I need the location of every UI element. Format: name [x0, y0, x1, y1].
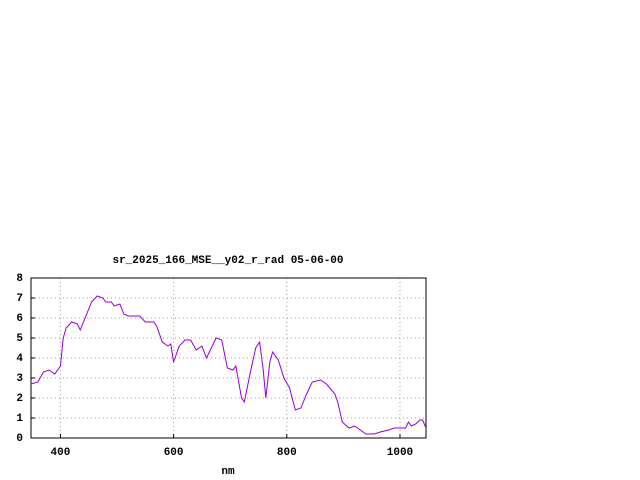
- y-tick-label: 5: [16, 333, 23, 345]
- y-tick-label: 1: [16, 413, 23, 425]
- y-tick-label: 4: [16, 353, 23, 365]
- x-tick-label: 800: [277, 447, 297, 459]
- x-tick-label: 1000: [387, 447, 413, 459]
- y-tick-label: 6: [16, 313, 23, 325]
- y-tick-label: 7: [16, 293, 23, 305]
- chart-title: sr_2025_166_MSE__y02_r_rad 05-06-00: [112, 255, 343, 267]
- y-tick-label: 3: [16, 373, 23, 385]
- x-tick-label: 400: [51, 447, 71, 459]
- x-axis-label: nm: [221, 466, 235, 478]
- data-line: [30, 295, 427, 435]
- x-tick-label: 600: [164, 447, 184, 459]
- y-tick-label: 8: [16, 273, 23, 285]
- y-tick-label: 0: [16, 433, 23, 445]
- plot-frame: [30, 277, 427, 439]
- y-tick-label: 2: [16, 393, 23, 405]
